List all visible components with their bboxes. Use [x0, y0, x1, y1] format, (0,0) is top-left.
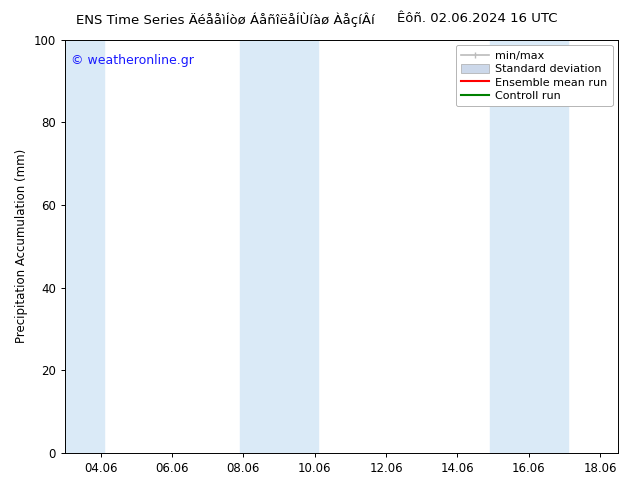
Legend: min/max, Standard deviation, Ensemble mean run, Controll run: min/max, Standard deviation, Ensemble me… [456, 45, 612, 106]
Text: © weatheronline.gr: © weatheronline.gr [72, 54, 195, 67]
Y-axis label: Precipitation Accumulation (mm): Precipitation Accumulation (mm) [15, 149, 28, 343]
Text: Êôñ. 02.06.2024 16 UTC: Êôñ. 02.06.2024 16 UTC [398, 12, 558, 25]
Bar [65, 40, 104, 453]
Text: ENS Time Series ÄéååìÍòø ÁåñîëåÍÙíàø ÀåçíÂí: ENS Time Series ÄéååìÍòø ÁåñîëåÍÙíàø Àåç… [76, 12, 375, 27]
Bar [489, 40, 568, 453]
Bar [240, 40, 318, 453]
